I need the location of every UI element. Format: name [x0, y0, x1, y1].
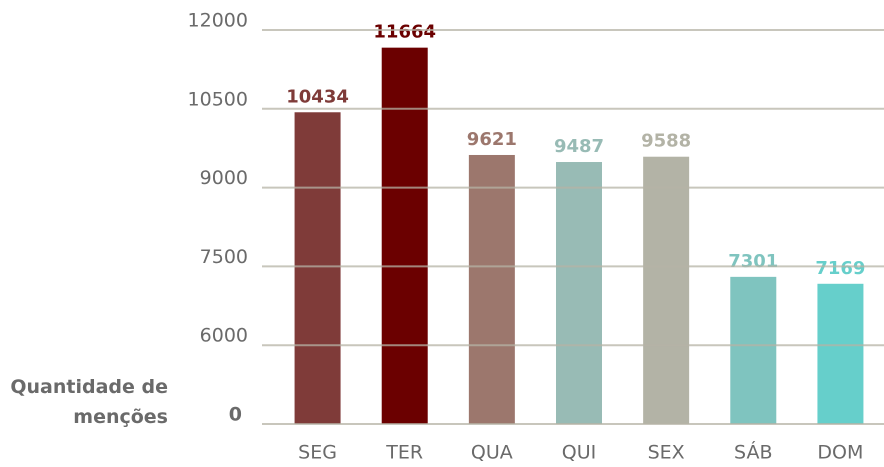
bar — [381, 47, 428, 425]
data-label: 7301 — [728, 251, 778, 272]
bar — [468, 154, 515, 424]
bar — [556, 162, 602, 424]
y-tick-label: 12000 — [188, 10, 248, 32]
data-label: 11664 — [373, 22, 436, 43]
bar — [730, 276, 777, 424]
y-tick-label: 9000 — [200, 167, 248, 189]
data-label: 9621 — [467, 129, 517, 150]
x-tick-label: TER — [385, 442, 423, 464]
x-tick-label: SEG — [298, 442, 337, 464]
bar — [294, 112, 341, 424]
x-tick-label: QUA — [471, 442, 513, 464]
bar — [817, 283, 864, 424]
data-label: 7169 — [815, 258, 865, 279]
bar — [643, 156, 690, 425]
data-label: 10434 — [286, 86, 349, 107]
y-tick-label: 7500 — [200, 246, 248, 268]
x-tick-label: SEX — [648, 442, 685, 464]
y-axis-label: Quantidade de menções — [10, 376, 168, 428]
x-tick-label: DOM — [817, 442, 863, 464]
x-tick-label: SÁB — [734, 441, 772, 464]
data-label: 9588 — [641, 131, 691, 152]
x-tick-label: QUI — [562, 442, 596, 464]
data-label: 9487 — [554, 136, 604, 157]
y-tick-label: 6000 — [200, 325, 248, 347]
y-tick-label: 0 — [229, 404, 242, 426]
y-tick-label: 10500 — [188, 88, 248, 110]
